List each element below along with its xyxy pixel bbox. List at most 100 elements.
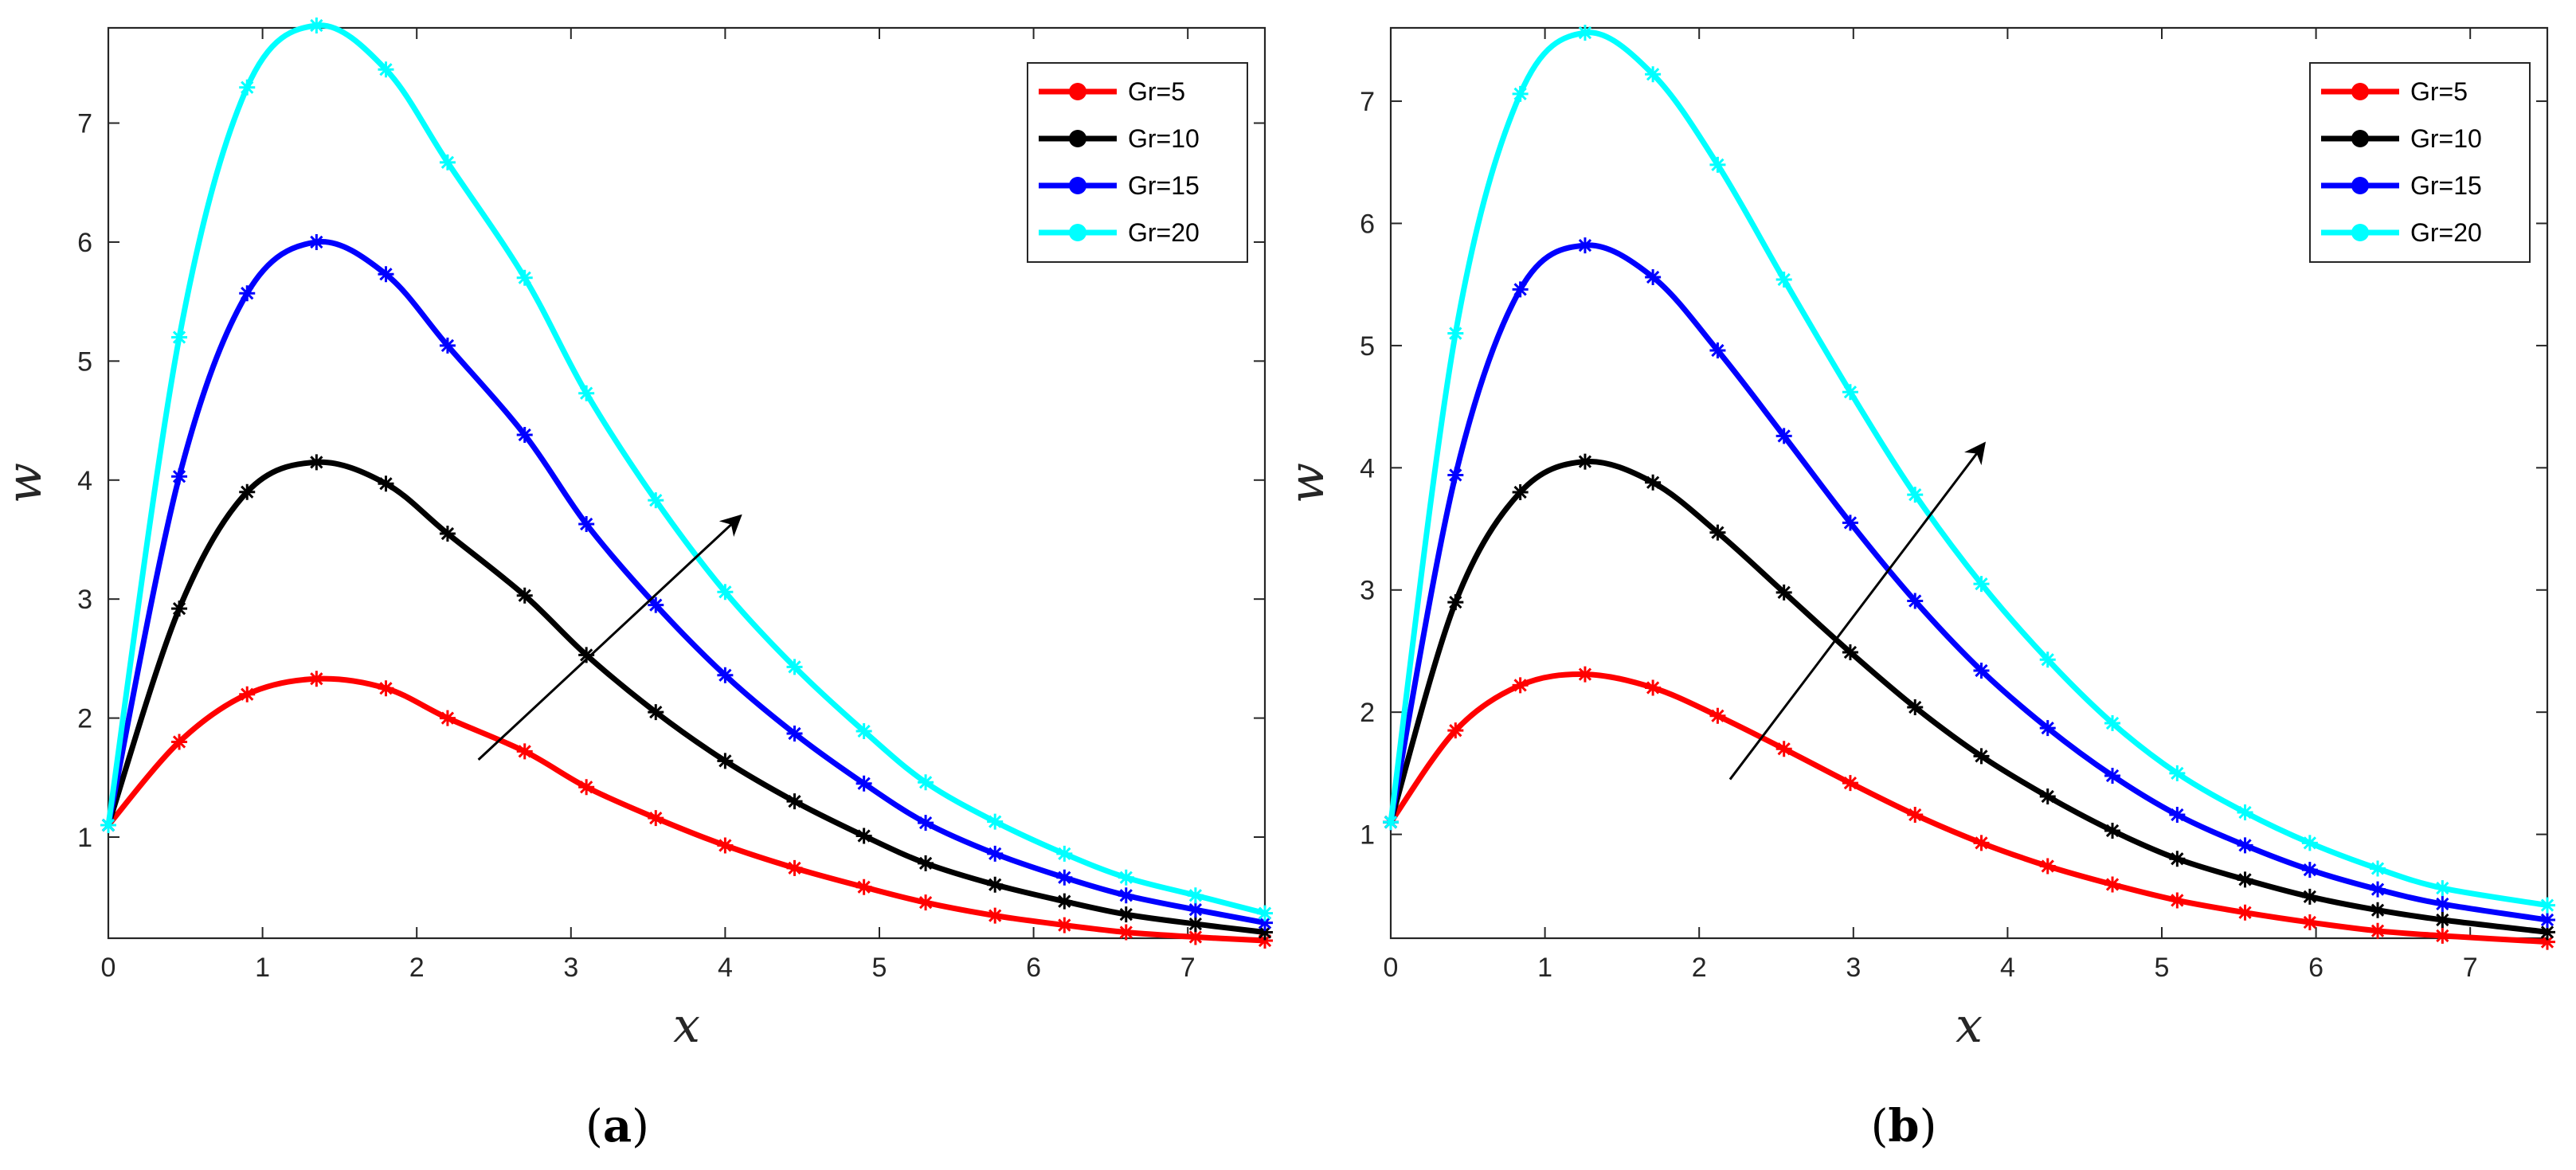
x-tick-label-a: 7 [1180, 953, 1196, 983]
panel-label-a: (a) [585, 1100, 649, 1152]
series-line-a-gr3 [105, 238, 1268, 926]
data-point-b-gr2 [2434, 911, 2451, 928]
legend-marker-b-gr3 [2351, 177, 2369, 194]
legend-label-b-gr2: Gr=10 [2410, 124, 2482, 153]
panel-label-b: (b) [1871, 1100, 1937, 1152]
plot-area-b [1389, 26, 2549, 940]
data-point-a-gr1 [855, 878, 872, 895]
data-point-b-gr4 [2539, 897, 2555, 914]
data-point-b-gr4 [1973, 576, 1990, 593]
data-point-b-gr3 [1907, 593, 1924, 609]
data-point-a-gr1 [439, 710, 456, 726]
data-point-a-gr3 [987, 845, 1004, 862]
x-tick-label-b: 3 [1846, 953, 1861, 983]
x-tick-label-a: 2 [409, 953, 425, 983]
data-point-b-gr2 [2539, 924, 2555, 941]
data-point-a-gr3 [717, 667, 734, 683]
data-point-a-gr4 [987, 813, 1004, 830]
data-point-b-gr2 [1645, 474, 1662, 491]
data-point-b-gr1 [1775, 741, 1792, 757]
data-point-a-gr3 [855, 775, 872, 792]
y-tick-label-a: 3 [77, 585, 92, 615]
data-point-b-gr4 [2434, 880, 2451, 897]
data-point-a-gr4 [1257, 905, 1273, 922]
data-point-a-gr2 [717, 753, 734, 769]
data-point-b-gr1 [2301, 914, 2318, 931]
data-point-b-gr4 [1447, 325, 1464, 342]
data-point-b-gr4 [2301, 835, 2318, 851]
data-point-b-gr3 [1775, 428, 1792, 444]
y-tick-label-a: 7 [77, 109, 92, 139]
data-point-b-gr2 [1447, 594, 1464, 611]
legend-label-a-gr1: Gr=5 [1128, 77, 1185, 106]
data-point-b-gr1 [2169, 892, 2186, 909]
data-point-b-gr3 [1645, 268, 1662, 285]
data-point-a-gr1 [1118, 924, 1134, 941]
data-point-b-gr3 [2370, 881, 2386, 898]
data-point-b-gr4 [2039, 652, 2056, 668]
data-point-b-gr4 [1383, 814, 1399, 831]
data-point-b-gr3 [2237, 837, 2253, 854]
data-point-a-gr2 [987, 876, 1004, 893]
data-point-b-gr1 [2370, 922, 2386, 939]
data-point-a-gr1 [717, 837, 734, 854]
series-line-a-gr2 [105, 459, 1268, 936]
data-point-b-gr2 [2301, 888, 2318, 905]
data-point-a-gr1 [239, 686, 256, 702]
data-point-a-gr3 [171, 468, 188, 485]
data-point-b-gr4 [2370, 860, 2386, 877]
data-point-b-gr4 [1576, 25, 1593, 41]
data-point-b-gr1 [1512, 677, 1529, 694]
chart-panel-b: 0 1 2 3 4 5 6 7 1 2 3 4 5 6 7 x w Gr=5 Gr=10 Gr=15 Gr=20 (b) [1279, 25, 2555, 1152]
data-point-a-gr2 [1056, 893, 1073, 910]
data-point-b-gr2 [1775, 584, 1792, 601]
legend-box-a [1027, 62, 1248, 263]
data-point-b-gr2 [1842, 644, 1858, 660]
data-point-a-gr1 [578, 779, 595, 796]
legend-marker-a-gr4 [1069, 224, 1086, 241]
data-point-a-gr3 [648, 597, 664, 613]
x-tick-label-b: 5 [2155, 953, 2170, 983]
data-point-a-gr3 [578, 516, 595, 533]
series-line-b-gr1 [1388, 671, 2551, 945]
data-point-a-gr1 [378, 680, 394, 697]
data-point-a-gr1 [987, 907, 1004, 924]
x-tick-label-b: 1 [1537, 953, 1552, 983]
data-point-a-gr3 [516, 426, 533, 443]
legend-label-b-gr3: Gr=15 [2410, 171, 2482, 200]
data-point-a-gr3 [1187, 902, 1204, 918]
data-point-b-gr2 [1907, 699, 1924, 716]
legend-label-a-gr4: Gr=20 [1128, 218, 1200, 247]
data-point-b-gr3 [2434, 896, 2451, 913]
data-point-b-gr2 [2039, 788, 2056, 805]
data-point-b-gr2 [2169, 851, 2186, 867]
x-tick-label-b: 7 [2463, 953, 2478, 983]
data-point-b-gr4 [2237, 804, 2253, 820]
panel-label-letter: b [1888, 1100, 1919, 1152]
series-line-b-gr4 [1388, 29, 2551, 909]
y-tick-label-a: 4 [77, 466, 92, 496]
data-point-b-gr2 [1512, 484, 1529, 501]
data-point-a-gr3 [786, 726, 803, 742]
data-point-a-gr3 [1056, 869, 1073, 886]
data-point-a-gr3 [1118, 887, 1134, 904]
x-axis-label-b: x [1955, 998, 1983, 1054]
x-tick-label-a: 3 [563, 953, 578, 983]
legend-label-b-gr4: Gr=20 [2410, 218, 2482, 247]
data-point-b-gr2 [2370, 902, 2386, 918]
x-tick-label-b: 2 [1692, 953, 1707, 983]
data-point-b-gr4 [2104, 714, 2121, 731]
data-point-a-gr2 [578, 647, 595, 663]
data-point-a-gr4 [1118, 869, 1134, 886]
data-point-a-gr2 [308, 454, 325, 471]
data-point-b-gr4 [1775, 272, 1792, 288]
data-point-a-gr1 [918, 894, 934, 911]
data-point-a-gr1 [786, 859, 803, 876]
data-point-b-gr1 [2539, 933, 2555, 950]
data-point-a-gr2 [855, 828, 872, 844]
panel-label-open-paren: ( [1871, 1101, 1889, 1152]
y-tick-label-b: 4 [1360, 453, 1375, 483]
legend-label-a-gr3: Gr=15 [1128, 171, 1200, 200]
data-point-b-gr4 [1907, 487, 1924, 503]
data-point-b-gr4 [1512, 85, 1529, 102]
